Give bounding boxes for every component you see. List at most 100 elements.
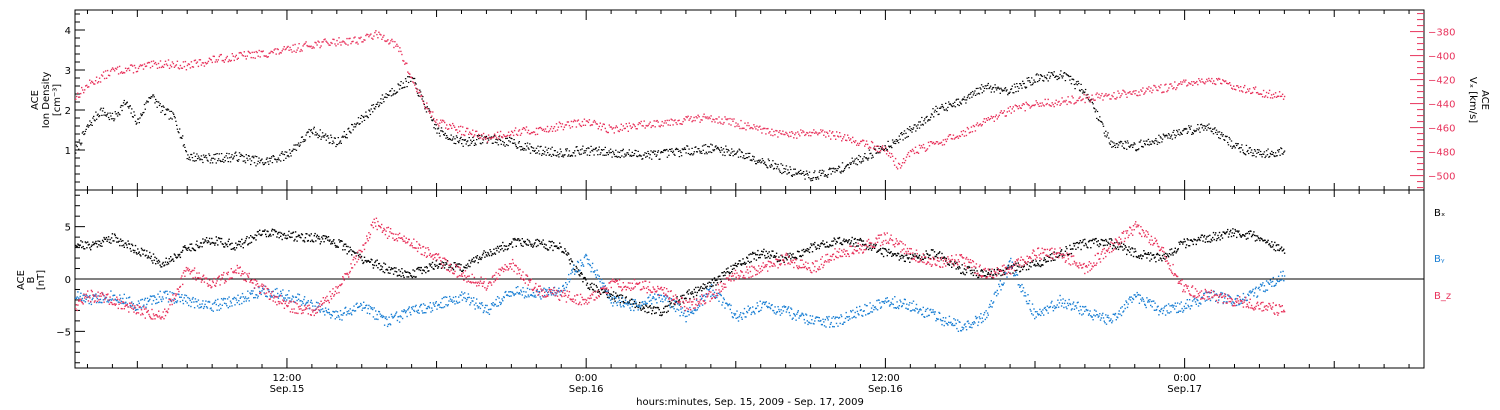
data-point: [1184, 81, 1186, 83]
data-point: [692, 296, 695, 298]
data-point: [388, 94, 390, 96]
data-point: [86, 247, 88, 249]
data-point: [130, 64, 133, 66]
data-point: [151, 303, 153, 305]
data-point: [158, 261, 161, 263]
data-point: [1081, 241, 1084, 243]
data-point: [628, 301, 630, 303]
data-point: [249, 158, 251, 160]
data-point: [543, 153, 545, 155]
data-point: [1107, 132, 1109, 134]
data-point: [1069, 101, 1071, 103]
data-point: [198, 307, 200, 309]
data-point: [323, 39, 325, 41]
data-point: [106, 301, 108, 303]
data-point: [954, 101, 956, 103]
data-point: [551, 130, 554, 132]
data-point: [1075, 242, 1078, 244]
data-point: [612, 294, 614, 296]
data-point: [75, 144, 78, 146]
data-point: [1126, 140, 1129, 142]
data-point: [973, 125, 976, 128]
data-point: [323, 310, 325, 313]
data-point: [444, 121, 446, 124]
data-point: [96, 297, 99, 300]
data-point: [705, 287, 707, 289]
b-tick-label: 0: [65, 275, 71, 286]
data-point: [1071, 78, 1073, 80]
data-point: [425, 106, 427, 109]
data-point: [619, 128, 621, 131]
data-point: [493, 134, 496, 136]
data-point: [985, 118, 987, 120]
data-point: [549, 128, 552, 130]
data-point: [633, 300, 636, 303]
data-point: [395, 91, 398, 93]
data-point: [221, 160, 223, 162]
data-point: [957, 98, 960, 100]
data-point: [404, 312, 407, 314]
data-point: [316, 133, 318, 135]
data-point: [1158, 85, 1160, 88]
data-point: [802, 171, 805, 173]
data-point: [338, 142, 340, 145]
data-point: [116, 241, 118, 243]
data-point: [1133, 90, 1135, 92]
data-point: [225, 303, 227, 305]
data-point: [204, 61, 207, 64]
data-point: [1235, 142, 1237, 145]
data-point: [314, 305, 316, 307]
data-point: [1198, 127, 1200, 129]
data-point: [891, 139, 894, 141]
data-point: [227, 240, 229, 243]
data-point: [1072, 248, 1074, 250]
data-point: [109, 112, 111, 114]
data-point: [347, 128, 349, 130]
data-point: [163, 63, 166, 66]
data-point: [1022, 80, 1024, 82]
data-point: [839, 132, 841, 134]
data-point: [138, 122, 140, 124]
data-point: [788, 171, 790, 174]
data-point: [324, 235, 326, 237]
data-point: [714, 279, 716, 282]
data-point: [778, 256, 780, 258]
data-point: [1124, 140, 1126, 142]
data-point: [1213, 128, 1215, 130]
data-point: [236, 159, 238, 161]
data-point: [360, 114, 363, 117]
data-point: [547, 249, 549, 251]
data-point: [838, 237, 840, 240]
data-point: [815, 178, 817, 180]
data-point: [117, 301, 119, 303]
data-point: [1215, 239, 1218, 242]
data-point: [1065, 73, 1067, 75]
data-point: [112, 240, 114, 242]
data-point: [465, 264, 467, 266]
data-point: [549, 153, 551, 156]
data-point: [546, 248, 548, 250]
data-point: [302, 302, 304, 305]
data-point: [565, 253, 568, 255]
data-point: [962, 130, 965, 132]
data-point: [941, 103, 943, 106]
data-point: [182, 145, 185, 147]
data-point: [841, 243, 844, 246]
data-point: [1165, 134, 1168, 136]
data-point: [81, 142, 83, 144]
data-point: [353, 305, 355, 307]
data-point: [921, 116, 923, 119]
data-point: [577, 150, 580, 152]
data-point: [1104, 94, 1106, 97]
data-point: [1037, 81, 1039, 83]
data-point: [1148, 144, 1150, 146]
data-point: [819, 245, 821, 247]
data-point: [661, 120, 663, 123]
data-point: [98, 77, 101, 79]
data-point: [814, 132, 816, 134]
data-point: [315, 301, 318, 304]
data-point: [375, 264, 378, 267]
data-point: [660, 124, 662, 126]
data-point: [1194, 82, 1196, 84]
data-point: [409, 73, 411, 75]
